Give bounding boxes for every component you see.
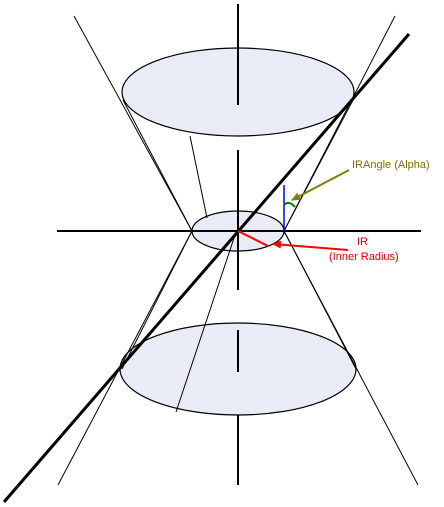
upper-inner-line xyxy=(189,135,208,219)
lower-inner-line xyxy=(175,231,237,413)
lower-right-side xyxy=(283,230,357,370)
ir-arrow xyxy=(272,240,349,251)
ir-sublabel: (Inner Radius) xyxy=(329,251,399,263)
ir-label: IR xyxy=(357,236,368,248)
alpha-arrow xyxy=(291,169,350,201)
inner-radius-line xyxy=(237,230,269,247)
angle-arc xyxy=(283,201,296,208)
lower-left-side xyxy=(121,230,193,370)
diagonal-generator-line xyxy=(2,33,411,503)
alpha-label: IRAngle (Alpha) xyxy=(352,159,430,171)
upper-left-side xyxy=(122,99,193,232)
left-outer-line xyxy=(73,15,193,232)
left-outer-line-lower xyxy=(57,230,193,486)
upper-right-side xyxy=(283,99,354,232)
